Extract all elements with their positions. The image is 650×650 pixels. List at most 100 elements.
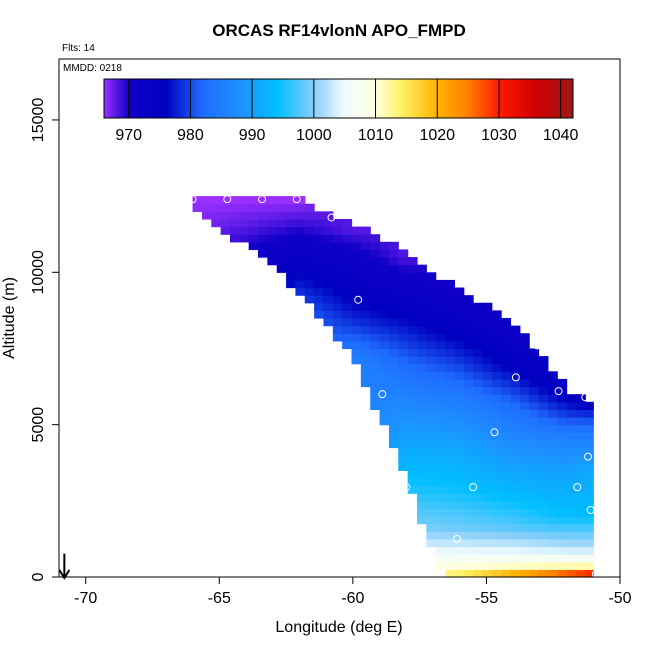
heatmap-cell (557, 554, 568, 563)
heatmap-cell (379, 333, 390, 342)
heatmap-cell (407, 409, 418, 418)
heatmap-cell (229, 218, 240, 228)
heatmap-cell (370, 348, 381, 357)
heatmap-cell (435, 485, 446, 494)
heatmap-cell (435, 508, 446, 517)
heatmap-cell (482, 561, 493, 570)
heatmap-cell (547, 500, 558, 510)
heatmap-cell (501, 523, 512, 532)
heatmap-cell (538, 401, 549, 411)
heatmap-cell (547, 447, 558, 456)
heatmap-cell (547, 424, 558, 433)
heatmap-cell (370, 264, 381, 273)
heatmap-cell (538, 432, 549, 441)
heatmap-cell (370, 272, 381, 281)
heatmap-cell (276, 218, 287, 228)
heatmap-cell (585, 417, 594, 426)
heatmap-cell (314, 272, 325, 281)
heatmap-cell (473, 417, 484, 426)
heatmap-cell (463, 394, 474, 403)
heatmap-cell (454, 462, 465, 471)
heatmap-cell (463, 424, 474, 433)
heatmap-cell (276, 257, 287, 266)
colorbar-tick-label: 990 (239, 127, 266, 144)
heatmap-cell (482, 310, 493, 319)
heatmap-cell (295, 226, 306, 235)
heatmap-cell (323, 249, 334, 258)
heatmap-cell (575, 569, 586, 578)
heatmap-cell (473, 485, 484, 494)
heatmap-cell (529, 447, 540, 456)
heatmap-cell (388, 318, 399, 327)
x-tick-label: -65 (208, 590, 231, 607)
heatmap-cell (501, 432, 512, 441)
heatmap-cell (295, 257, 306, 266)
heatmap-cell (454, 424, 465, 433)
heatmap-cell (529, 561, 540, 570)
heatmap-cell (323, 287, 334, 296)
heatmap-cell (482, 401, 493, 411)
heatmap-cell (360, 310, 371, 319)
heatmap-cell (435, 447, 446, 456)
heatmap-cell (510, 523, 521, 532)
heatmap-cell (529, 523, 540, 532)
heatmap-cell (342, 241, 353, 251)
heatmap-cell (445, 279, 455, 289)
heatmap-cell (388, 287, 399, 296)
heatmap-cell (379, 386, 390, 395)
heatmap-cell (435, 302, 446, 311)
heatmap-cell (557, 447, 568, 456)
heatmap-cell (342, 226, 353, 235)
heatmap-cell (557, 485, 568, 494)
heatmap-cell (491, 340, 502, 350)
heatmap-cell (267, 257, 278, 266)
down-arrow-icon (58, 553, 71, 580)
heatmap-cell (416, 485, 427, 494)
heatmap-cell (566, 500, 577, 510)
heatmap-cell (435, 432, 446, 441)
heatmap-cell (575, 500, 586, 510)
heatmap-cell (585, 470, 594, 479)
heatmap-cell (435, 531, 446, 540)
heatmap-cell (407, 455, 418, 464)
heatmap-cell (454, 470, 465, 479)
heatmap-cell (379, 318, 390, 327)
heatmap-cell (529, 485, 540, 494)
heatmap-cell (463, 401, 474, 411)
heatmap-cell (557, 432, 568, 441)
colorbar-tick-label: 1020 (419, 127, 455, 144)
heatmap-cell (426, 523, 437, 532)
heatmap-cell (239, 211, 250, 220)
heatmap-cell (398, 310, 409, 319)
heatmap-cell (304, 211, 315, 220)
heatmap-cell (529, 569, 540, 578)
heatmap-cell (276, 249, 287, 258)
heatmap-cell (454, 333, 465, 342)
colorbar-ticks: 970 980 990 1000 1010 1020 1030 1040 (115, 79, 579, 144)
heatmap-cell (529, 363, 540, 372)
measurement-point (402, 483, 411, 492)
heatmap-cell (416, 310, 427, 319)
heatmap-cell (445, 356, 455, 365)
heatmap-cell (491, 538, 502, 548)
heatmap-cell (538, 439, 549, 449)
heatmap-cell (501, 538, 512, 548)
heatmap-cell (491, 439, 502, 449)
x-tick-label: -55 (475, 590, 498, 607)
x-axis: -70 -65 -60 -55 -50 (74, 577, 632, 607)
heatmap-cell (304, 272, 315, 281)
heatmap-cell (575, 554, 586, 563)
heatmap-cell (445, 485, 455, 494)
heatmap-cell (557, 477, 568, 487)
heatmap-cell (295, 287, 306, 296)
measurement-point (581, 393, 590, 402)
heatmap-cell (379, 378, 390, 388)
heatmap-cell (258, 226, 268, 235)
heatmap-cell (482, 378, 493, 388)
heatmap-cell (501, 561, 512, 570)
heatmap-cell (585, 477, 594, 487)
heatmap-cell (342, 249, 353, 258)
heatmap-cell (538, 508, 549, 517)
heatmap-cell (332, 257, 343, 266)
heatmap-cell (566, 493, 577, 502)
